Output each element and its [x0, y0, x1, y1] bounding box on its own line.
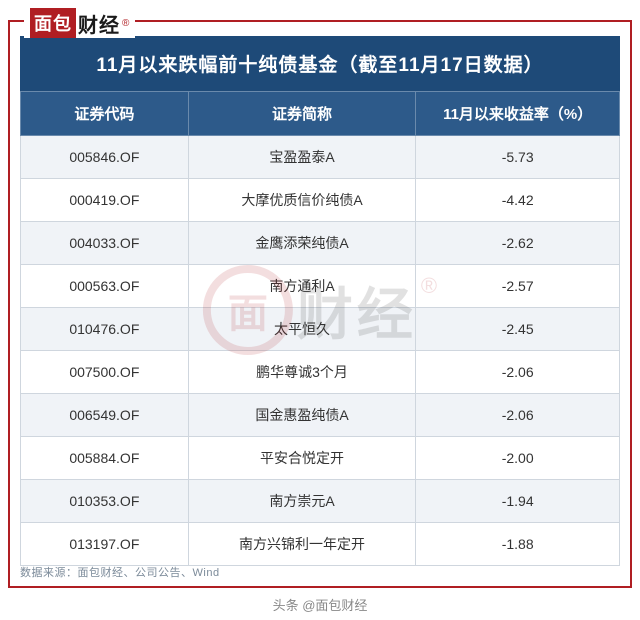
fund-table: 证券代码 证券简称 11月以来收益率（%） 005846.OF宝盈盈泰A-5.7… [20, 91, 620, 566]
cell-name: 南方通利A [188, 265, 416, 308]
logo-badge: 面包 财经 ® [24, 8, 135, 38]
logo-black-text: 财经 [78, 9, 120, 38]
cell-return: -1.94 [416, 480, 620, 523]
table-row: 013197.OF南方兴锦利一年定开-1.88 [21, 523, 620, 566]
cell-return: -1.88 [416, 523, 620, 566]
cell-return: -5.73 [416, 136, 620, 179]
logo-red-text: 面包 [30, 8, 76, 38]
cell-code: 013197.OF [21, 523, 189, 566]
cell-code: 010353.OF [21, 480, 189, 523]
column-header-code: 证券代码 [21, 92, 189, 136]
table-row: 005846.OF宝盈盈泰A-5.73 [21, 136, 620, 179]
table-row: 000563.OF南方通利A-2.57 [21, 265, 620, 308]
cell-name: 大摩优质信价纯债A [188, 179, 416, 222]
cell-return: -2.00 [416, 437, 620, 480]
cell-code: 004033.OF [21, 222, 189, 265]
table-row: 005884.OF平安合悦定开-2.00 [21, 437, 620, 480]
table-header-row: 证券代码 证券简称 11月以来收益率（%） [21, 92, 620, 136]
table-row: 004033.OF金鹰添荣纯债A-2.62 [21, 222, 620, 265]
cell-code: 005846.OF [21, 136, 189, 179]
data-source: 数据来源：面包财经、公司公告、Wind [20, 564, 220, 580]
logo-reg-mark: ® [122, 18, 129, 29]
column-header-name: 证券简称 [188, 92, 416, 136]
cell-code: 000419.OF [21, 179, 189, 222]
table-row: 010353.OF南方崇元A-1.94 [21, 480, 620, 523]
cell-name: 太平恒久 [188, 308, 416, 351]
cell-name: 鹏华尊诚3个月 [188, 351, 416, 394]
cell-name: 平安合悦定开 [188, 437, 416, 480]
cell-code: 010476.OF [21, 308, 189, 351]
cell-name: 国金惠盈纯债A [188, 394, 416, 437]
cell-name: 南方兴锦利一年定开 [188, 523, 416, 566]
table-row: 000419.OF大摩优质信价纯债A-4.42 [21, 179, 620, 222]
column-header-return: 11月以来收益率（%） [416, 92, 620, 136]
cell-code: 005884.OF [21, 437, 189, 480]
table-row: 010476.OF太平恒久-2.45 [21, 308, 620, 351]
cell-return: -2.62 [416, 222, 620, 265]
cell-return: -4.42 [416, 179, 620, 222]
cell-return: -2.45 [416, 308, 620, 351]
cell-name: 金鹰添荣纯债A [188, 222, 416, 265]
footer-attribution: 头条 @面包财经 [0, 595, 640, 614]
table-row: 006549.OF国金惠盈纯债A-2.06 [21, 394, 620, 437]
cell-name: 南方崇元A [188, 480, 416, 523]
content-area: 11月以来跌幅前十纯债基金（截至11月17日数据） 证券代码 证券简称 11月以… [20, 36, 620, 564]
cell-return: -2.06 [416, 394, 620, 437]
table-row: 007500.OF鹏华尊诚3个月-2.06 [21, 351, 620, 394]
cell-name: 宝盈盈泰A [188, 136, 416, 179]
cell-return: -2.06 [416, 351, 620, 394]
table-title: 11月以来跌幅前十纯债基金（截至11月17日数据） [20, 36, 620, 91]
cell-code: 007500.OF [21, 351, 189, 394]
cell-code: 006549.OF [21, 394, 189, 437]
cell-return: -2.57 [416, 265, 620, 308]
cell-code: 000563.OF [21, 265, 189, 308]
